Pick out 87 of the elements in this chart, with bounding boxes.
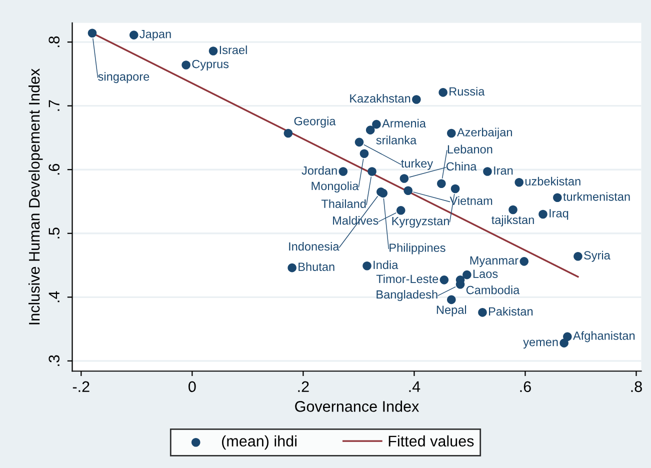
annotation: Thailand bbox=[321, 199, 366, 208]
annotation: Russia bbox=[450, 86, 485, 96]
x-tick-label: .6 bbox=[520, 381, 531, 392]
annotation: Japan bbox=[140, 30, 171, 41]
annotation: turkmenistan bbox=[563, 192, 630, 201]
y-tick-label: .4 bbox=[48, 291, 60, 302]
annotation: Bangladesh bbox=[376, 290, 438, 302]
point bbox=[560, 338, 568, 348]
point bbox=[447, 295, 456, 304]
point bbox=[368, 167, 376, 176]
y-tick-label: .7 bbox=[48, 100, 60, 111]
y-tick-label: .8 bbox=[48, 36, 60, 48]
point bbox=[396, 206, 406, 215]
annotation: Indonesia bbox=[289, 242, 340, 251]
y-axis-title: Inclusive Human Developement Index bbox=[28, 68, 43, 324]
point bbox=[400, 174, 409, 183]
annotation: Kazakhstan bbox=[350, 94, 410, 103]
point bbox=[520, 257, 528, 266]
annotation: yemen bbox=[523, 340, 558, 349]
annotation: Israel bbox=[220, 45, 247, 54]
x-tick-label: .8 bbox=[631, 381, 642, 392]
annotation: Afghanistan bbox=[572, 331, 635, 342]
annotation: Georgia bbox=[294, 116, 336, 128]
x-tick-label: .4 bbox=[409, 381, 420, 392]
point bbox=[338, 167, 348, 176]
annotation: India bbox=[374, 260, 398, 270]
annotation: Lebanon bbox=[448, 144, 492, 154]
annotation: Cyprus bbox=[192, 60, 229, 71]
annotation: Jordan bbox=[302, 166, 337, 175]
annotation: Myanmar bbox=[470, 256, 518, 267]
point bbox=[129, 30, 138, 40]
point bbox=[508, 205, 518, 214]
annotation: Kyrgyzstan bbox=[392, 217, 449, 228]
legend-label: Fitted values bbox=[388, 435, 474, 447]
annotation: uzbekistan bbox=[525, 176, 580, 186]
point bbox=[437, 179, 446, 188]
point bbox=[574, 252, 582, 261]
point bbox=[354, 138, 364, 147]
point bbox=[553, 193, 562, 202]
y-tick-label: .3 bbox=[48, 355, 60, 366]
point bbox=[438, 88, 448, 97]
x-axis-title: Governance Index bbox=[295, 400, 420, 412]
point bbox=[288, 263, 296, 272]
y-tick-label: .6 bbox=[48, 164, 60, 175]
annotation: Laos bbox=[473, 270, 498, 278]
x-tick-label: .2 bbox=[298, 381, 309, 392]
annotation: Iraq bbox=[550, 209, 568, 220]
point bbox=[447, 128, 456, 138]
annotation: Armenia bbox=[382, 118, 426, 128]
annotation: Timor-Leste bbox=[376, 274, 438, 284]
point bbox=[284, 128, 293, 138]
annotation: Cambodia bbox=[466, 286, 520, 294]
annotation: Philippines bbox=[390, 243, 446, 254]
point bbox=[450, 184, 460, 194]
annotation: Nepal bbox=[436, 305, 466, 316]
point bbox=[412, 95, 421, 104]
annotation: Iran bbox=[494, 166, 513, 175]
point bbox=[483, 167, 492, 176]
annotation: tajikstan bbox=[492, 215, 534, 226]
x-tick-label: 0 bbox=[188, 381, 196, 392]
point bbox=[372, 120, 381, 129]
point bbox=[440, 276, 449, 284]
x-tick-label: -.2 bbox=[72, 381, 90, 392]
annotation: Syria bbox=[584, 250, 610, 262]
point bbox=[366, 126, 375, 134]
annotation: China bbox=[446, 162, 477, 171]
point bbox=[538, 210, 548, 219]
point bbox=[360, 149, 369, 158]
point bbox=[514, 178, 524, 187]
point bbox=[88, 28, 97, 38]
annotation: Azerbaijan bbox=[456, 128, 512, 139]
annotation: Mongolia bbox=[312, 181, 359, 192]
point bbox=[462, 270, 472, 280]
point bbox=[182, 60, 190, 70]
point bbox=[208, 46, 218, 56]
annotation: srilanka bbox=[376, 136, 417, 144]
y-tick-label: .5 bbox=[48, 228, 60, 238]
point bbox=[563, 332, 572, 342]
annotation: singapore bbox=[98, 72, 150, 84]
point bbox=[404, 186, 412, 196]
point bbox=[378, 188, 388, 198]
annotation: turkey bbox=[401, 158, 434, 170]
annotation: Bhutan bbox=[298, 262, 334, 271]
point bbox=[362, 262, 372, 270]
point bbox=[478, 308, 487, 317]
legend-label: (mean) ihdi bbox=[222, 435, 296, 450]
annotation: Pakistan bbox=[489, 306, 533, 316]
